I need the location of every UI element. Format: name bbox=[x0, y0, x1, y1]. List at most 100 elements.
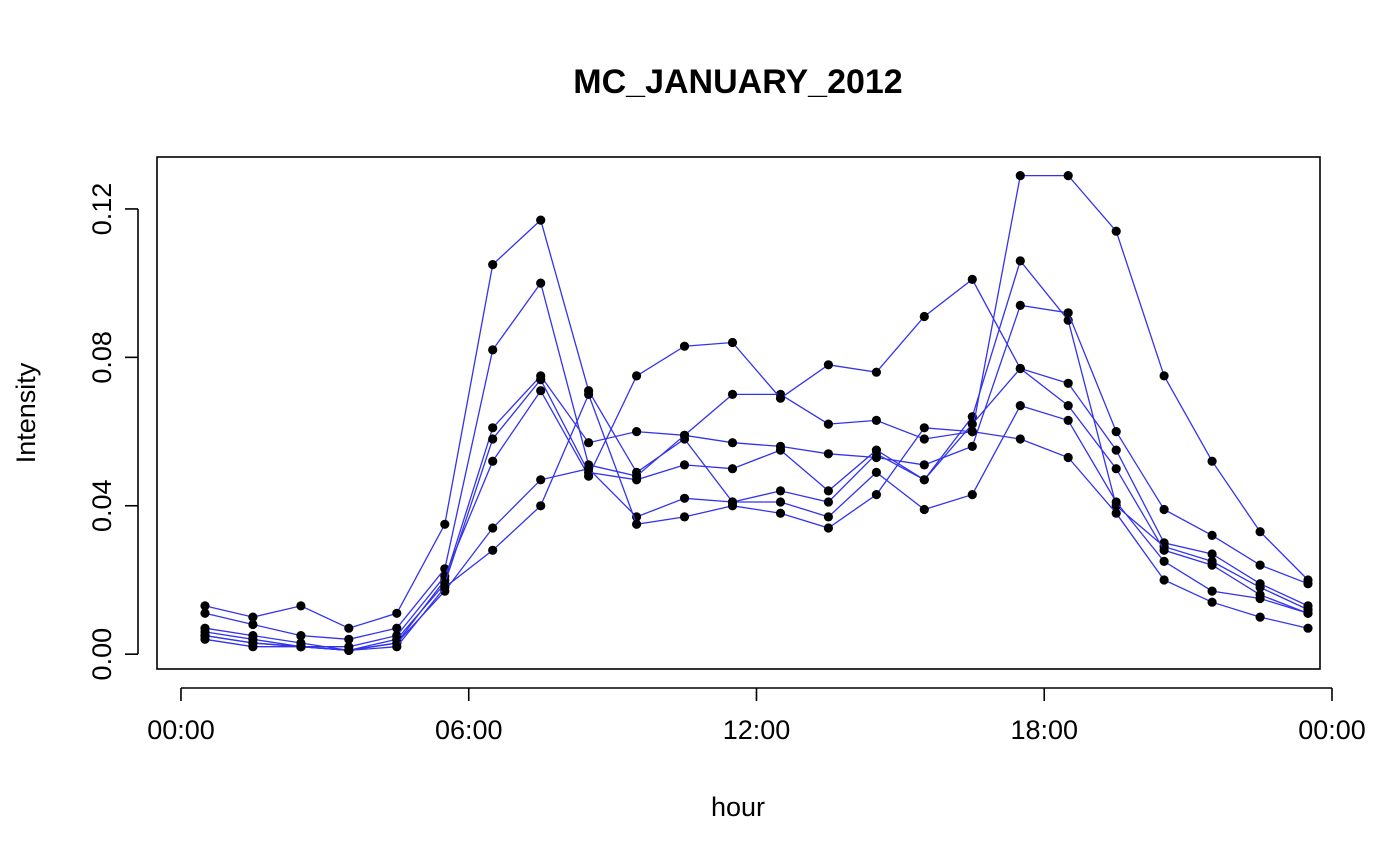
data-point bbox=[1207, 586, 1217, 596]
data-point bbox=[1111, 427, 1121, 437]
data-point bbox=[1063, 171, 1073, 181]
data-point bbox=[1207, 560, 1217, 570]
data-point bbox=[392, 642, 402, 652]
series-line bbox=[204, 278, 1309, 648]
data-point bbox=[871, 415, 882, 425]
data-point bbox=[632, 475, 642, 485]
data-point bbox=[1063, 378, 1073, 388]
data-point bbox=[536, 215, 546, 225]
data-point bbox=[1303, 623, 1313, 633]
data-point bbox=[488, 423, 498, 433]
data-point bbox=[919, 423, 929, 433]
data-point bbox=[919, 311, 929, 322]
data-point bbox=[1015, 434, 1025, 444]
data-point bbox=[1063, 452, 1073, 463]
data-point bbox=[967, 427, 977, 437]
data-point bbox=[919, 434, 929, 444]
series-line bbox=[204, 367, 1309, 652]
data-point bbox=[679, 493, 690, 503]
data-point bbox=[488, 545, 498, 555]
data-point bbox=[1159, 371, 1169, 381]
data-point bbox=[200, 634, 210, 644]
y-axis-label: Intensity bbox=[11, 362, 41, 463]
x-tick-label: 18:00 bbox=[1010, 715, 1078, 745]
data-point bbox=[775, 486, 786, 496]
plot-frame bbox=[156, 156, 1321, 670]
x-tick-label: 06:00 bbox=[435, 715, 503, 745]
data-point bbox=[1255, 579, 1265, 589]
data-point bbox=[1303, 608, 1313, 618]
data-point bbox=[1207, 456, 1217, 466]
x-axis-label: hour bbox=[711, 792, 765, 822]
data-point bbox=[775, 497, 786, 507]
data-point bbox=[584, 438, 594, 448]
data-point bbox=[344, 634, 354, 644]
data-point bbox=[919, 460, 929, 470]
data-point bbox=[1015, 256, 1025, 266]
data-point bbox=[1159, 545, 1169, 555]
data-point bbox=[200, 601, 210, 611]
data-point bbox=[200, 608, 210, 618]
data-point bbox=[248, 612, 258, 622]
data-point bbox=[871, 367, 882, 377]
data-point bbox=[679, 512, 690, 522]
data-point bbox=[727, 501, 738, 511]
series-line bbox=[204, 404, 1309, 652]
data-point bbox=[440, 519, 450, 529]
data-point bbox=[536, 278, 546, 288]
data-point bbox=[1111, 464, 1121, 474]
data-point bbox=[919, 475, 929, 485]
data-point bbox=[392, 623, 402, 633]
data-point bbox=[679, 460, 690, 470]
y-tick-label: 0.00 bbox=[87, 628, 117, 681]
data-point bbox=[871, 452, 882, 463]
data-point bbox=[248, 619, 258, 630]
data-point bbox=[296, 642, 306, 652]
data-point bbox=[536, 375, 546, 385]
data-point bbox=[584, 389, 594, 399]
data-point bbox=[584, 464, 594, 474]
data-point bbox=[1063, 415, 1073, 425]
series-6 bbox=[200, 401, 1313, 656]
data-point bbox=[344, 645, 354, 656]
y-tick-label: 0.04 bbox=[87, 479, 117, 532]
data-point bbox=[871, 490, 882, 500]
data-point bbox=[1207, 549, 1217, 559]
y-axis: 0.00 0.04 0.08 0.12 bbox=[87, 183, 139, 681]
data-point bbox=[1255, 527, 1265, 537]
data-point bbox=[871, 445, 882, 455]
data-point bbox=[775, 445, 786, 455]
data-point bbox=[1111, 497, 1121, 507]
series-3 bbox=[200, 171, 1313, 656]
data-point bbox=[440, 582, 450, 593]
x-tick-label: 00:00 bbox=[147, 715, 215, 745]
data-point bbox=[1303, 575, 1313, 585]
data-point bbox=[1255, 593, 1265, 604]
data-point bbox=[488, 345, 498, 355]
chart-title: MC_JANUARY_2012 bbox=[573, 63, 902, 101]
data-point bbox=[488, 523, 498, 533]
data-point bbox=[536, 501, 546, 511]
data-point bbox=[392, 608, 402, 618]
data-point bbox=[1207, 530, 1217, 541]
series-2 bbox=[200, 278, 1313, 644]
data-point bbox=[967, 490, 977, 500]
data-point bbox=[632, 371, 642, 381]
data-point bbox=[727, 389, 738, 399]
data-point bbox=[871, 467, 882, 477]
series-line bbox=[204, 392, 1309, 652]
data-point bbox=[775, 393, 786, 403]
data-point bbox=[967, 419, 977, 429]
data-point bbox=[1063, 401, 1073, 411]
data-point bbox=[1255, 612, 1265, 622]
data-point bbox=[1255, 560, 1265, 570]
data-point bbox=[536, 386, 546, 396]
data-point bbox=[488, 260, 498, 270]
series-line bbox=[204, 218, 1309, 629]
series-line bbox=[204, 281, 1309, 640]
data-point bbox=[536, 475, 546, 485]
data-point bbox=[632, 519, 642, 529]
data-point bbox=[1111, 508, 1121, 518]
data-point bbox=[823, 497, 834, 507]
data-point bbox=[296, 601, 306, 611]
